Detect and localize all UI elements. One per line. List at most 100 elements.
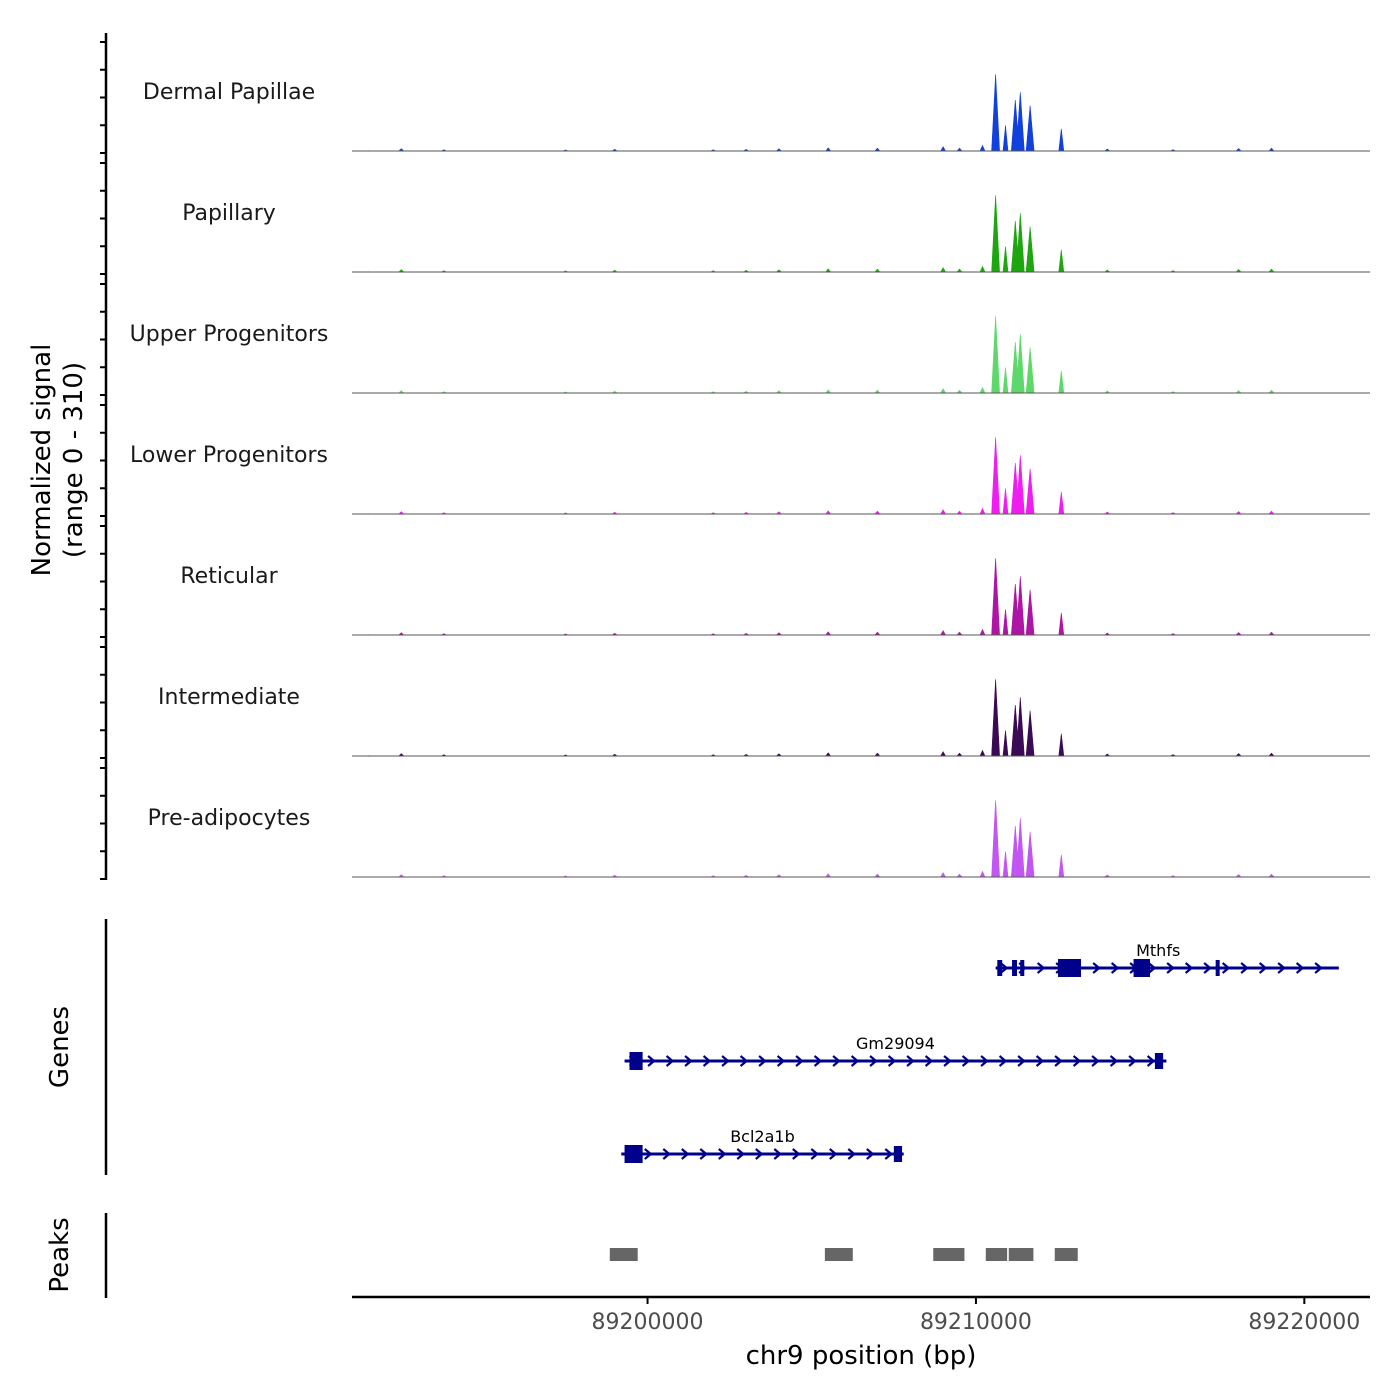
gene-label: Bcl2a1b: [730, 1127, 795, 1146]
strand-arrow-icon: [961, 1055, 971, 1067]
strand-arrow-icon: [980, 1055, 989, 1067]
coverage-ylabel-line1: Normalized signal: [27, 344, 57, 577]
gene-exon: [1215, 960, 1220, 976]
x-axis-ticks: 89200000 89210000 89220000: [592, 1297, 1360, 1335]
gene-exon: [629, 1052, 643, 1070]
coverage-panel: Normalized signal (range 0 - 310) Dermal…: [27, 33, 1370, 880]
gene-label: Gm29094: [856, 1034, 935, 1053]
gene-exon: [997, 960, 1003, 976]
coverage-track: Intermediate: [158, 679, 1370, 757]
strand-arrow-icon: [810, 1148, 819, 1160]
genes-ylabel: Genes: [45, 1006, 75, 1088]
track-label: Intermediate: [158, 685, 300, 710]
coverage-track: Lower Progenitors: [130, 437, 1370, 515]
gene-label: Mthfs: [1136, 941, 1180, 960]
track-label: Dermal Papillae: [143, 80, 315, 105]
gene-exon: [1012, 960, 1017, 976]
strand-arrow-icon: [829, 1148, 838, 1160]
strand-arrow-icon: [662, 1148, 671, 1160]
strand-arrow-icon: [1109, 1055, 1119, 1067]
strand-arrow-icon: [832, 1055, 841, 1067]
peak-region: [1008, 1248, 1034, 1261]
strand-arrow-icon: [718, 1148, 727, 1160]
coverage-track: Pre-adipocytes: [148, 800, 1370, 878]
peak-regions: [609, 1248, 1078, 1261]
strand-arrow-icon: [681, 1148, 690, 1160]
gene-exon: [1154, 1053, 1164, 1069]
strand-arrow-icon: [736, 1148, 745, 1160]
peak-region: [985, 1248, 1008, 1261]
strand-arrow-icon: [998, 1055, 1008, 1067]
coverage-area: [352, 558, 1370, 636]
x-tick-label: 89210000: [920, 1310, 1032, 1335]
peak-region: [1054, 1248, 1078, 1261]
strand-arrow-icon: [644, 1148, 653, 1160]
strand-arrow-icon: [999, 962, 1009, 974]
strand-arrow-icon: [1221, 962, 1231, 974]
strand-arrow-icon: [1035, 1055, 1045, 1067]
strand-arrow-icon: [1277, 962, 1286, 974]
strand-arrow-icon: [906, 1055, 915, 1067]
strand-arrow-icon: [1314, 962, 1323, 974]
strand-arrow-icon: [1092, 962, 1101, 974]
gene-exon: [1020, 960, 1025, 976]
strand-arrow-icon: [943, 1055, 952, 1067]
strand-arrow-icon: [684, 1055, 693, 1067]
track-label: Upper Progenitors: [130, 322, 329, 347]
coverage-ylabel-line2: (range 0 - 310): [59, 362, 89, 558]
strand-arrow-icon: [850, 1055, 860, 1067]
gene-exon: [624, 1145, 643, 1163]
peak-region: [824, 1248, 853, 1261]
strand-arrow-icon: [1203, 962, 1212, 974]
track-label: Reticular: [180, 564, 278, 589]
peak-region: [609, 1248, 638, 1261]
strand-arrow-icon: [721, 1055, 730, 1067]
strand-arrow-icon: [1128, 1055, 1137, 1067]
strand-arrow-icon: [866, 1148, 875, 1160]
strand-arrow-icon: [647, 1055, 656, 1067]
peaks-panel: Peaks: [45, 1213, 1078, 1298]
strand-arrow-icon: [1091, 1055, 1100, 1067]
coverage-area: [352, 316, 1370, 394]
track-label: Lower Progenitors: [130, 443, 328, 468]
strand-arrow-icon: [776, 1055, 786, 1067]
strand-arrow-icon: [1072, 1055, 1082, 1067]
peaks-ylabel: Peaks: [45, 1217, 75, 1292]
gene-exon: [1058, 959, 1082, 977]
strand-arrow-icon: [758, 1055, 767, 1067]
strand-arrow-icon: [1054, 1055, 1063, 1067]
gene-exon: [1133, 959, 1150, 977]
coverage-track: Upper Progenitors: [130, 316, 1370, 394]
gene-exon: [893, 1146, 903, 1162]
coverage-track: Reticular: [180, 558, 1370, 636]
strand-arrow-icon: [869, 1055, 878, 1067]
gene-model: Gm29094: [624, 1034, 1167, 1070]
coverage-area: [352, 195, 1370, 273]
gene-model: Mthfs: [995, 941, 1339, 977]
strand-arrow-icon: [887, 1055, 897, 1067]
strand-arrow-icon: [1240, 962, 1249, 974]
coverage-tracks: Dermal Papillae Papillary Upper Progenitor…: [130, 74, 1370, 878]
strand-arrow-icon: [665, 1055, 675, 1067]
strand-arrow-icon: [739, 1055, 749, 1067]
x-tick-label: 89200000: [592, 1310, 704, 1335]
coverage-track: Dermal Papillae: [143, 74, 1370, 152]
track-label: Pre-adipocytes: [148, 806, 311, 831]
strand-arrow-icon: [1017, 1055, 1026, 1067]
coverage-area: [352, 800, 1370, 878]
gene-models: Mthfs Gm29094 Bcl2a1b: [621, 941, 1339, 1163]
strand-arrow-icon: [795, 1055, 804, 1067]
coverage-track: Papillary: [182, 195, 1370, 273]
strand-arrow-icon: [847, 1148, 856, 1160]
strand-arrow-icon: [1110, 962, 1120, 974]
strand-arrow-icon: [1184, 962, 1194, 974]
coverage-area: [352, 74, 1370, 152]
coverage-area: [352, 679, 1370, 757]
strand-arrow-icon: [792, 1148, 801, 1160]
strand-arrow-icon: [1295, 962, 1305, 974]
peak-region: [933, 1248, 965, 1261]
x-tick-label: 89220000: [1248, 1310, 1360, 1335]
track-label: Papillary: [182, 201, 276, 226]
strand-arrow-icon: [702, 1055, 712, 1067]
